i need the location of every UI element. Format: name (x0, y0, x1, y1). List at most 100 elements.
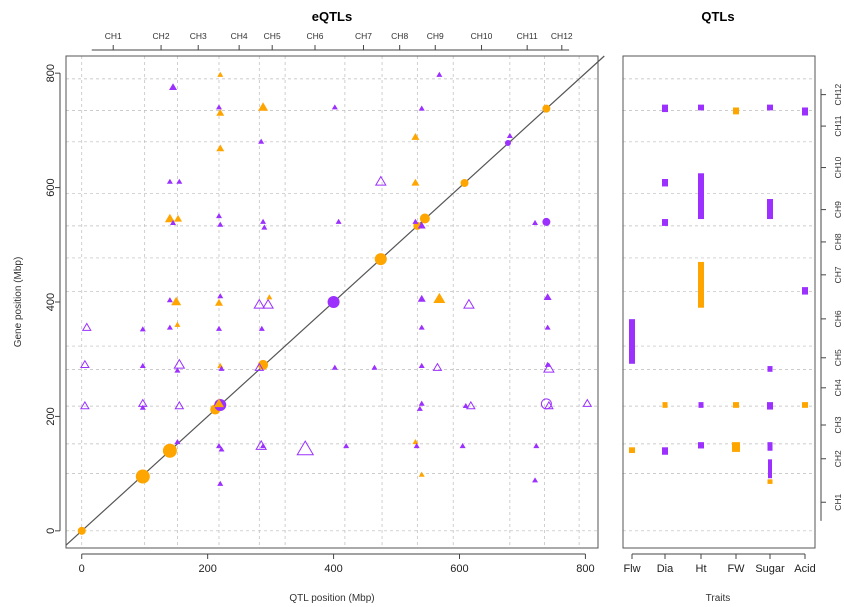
data-point (413, 443, 420, 449)
chromosome-label: CH1 (105, 31, 122, 41)
data-point (543, 293, 552, 301)
data-point (582, 398, 593, 407)
data-point (260, 218, 267, 224)
eqtl-y-label: Gene position (Mbp) (13, 257, 24, 348)
data-point (260, 443, 267, 449)
qtl-segment (768, 459, 772, 479)
x-tick-label: 400 (324, 563, 342, 575)
data-point (418, 400, 425, 406)
qtl-segment (698, 104, 704, 111)
qtl-segment (802, 107, 808, 116)
eqtl-title: eQTLs (312, 9, 352, 24)
data-point (258, 138, 265, 144)
chromosome-label: CH2 (833, 450, 843, 467)
data-point (433, 292, 446, 304)
data-point (459, 443, 466, 449)
data-point (255, 439, 268, 450)
data-point (258, 102, 269, 111)
y-tick-label: 400 (45, 293, 57, 311)
data-point (412, 218, 419, 224)
qtl-segment (802, 402, 808, 408)
data-point (327, 296, 340, 308)
data-point (139, 362, 146, 369)
qtl-bars (629, 104, 808, 484)
qtl-segment (767, 199, 773, 220)
data-point (463, 298, 475, 309)
trait-label: Ht (696, 563, 707, 575)
data-point (218, 365, 225, 371)
data-point (171, 296, 182, 306)
data-point (532, 219, 539, 225)
data-point (80, 359, 90, 369)
chromosome-label: CH8 (391, 31, 408, 41)
trait-label: Flw (623, 563, 640, 575)
qtl-right-axis: CH1 CH2 CH3 CH4 CH5 CH6 CH7 CH8 CH9 CH10 CH11 CH12 (820, 83, 843, 521)
chromosome-label: CH5 (264, 31, 281, 41)
data-point (174, 400, 185, 410)
qtl-panel: QTLs CH1 CH2 CH3 CH4 CH5 CH6 CH7 CH8 CH9 CH10 CH11… (622, 9, 843, 604)
data-point (533, 443, 540, 449)
chromosome-label: CH11 (833, 115, 843, 136)
y-tick-label: 800 (45, 64, 57, 82)
data-point (374, 253, 387, 266)
chromosome-label: CH1 (833, 493, 843, 510)
data-point (261, 224, 268, 230)
data-point (81, 322, 92, 331)
data-point (432, 362, 443, 371)
qtl-title: QTLs (701, 9, 734, 24)
chromosome-label: CH9 (427, 31, 444, 41)
chromosome-label: CH10 (471, 31, 493, 41)
data-point (213, 398, 224, 408)
data-point (418, 362, 425, 369)
data-point (215, 443, 222, 449)
qtl-segment (767, 402, 773, 410)
qtl-segment (662, 104, 668, 113)
data-point (544, 324, 551, 330)
data-point (542, 104, 551, 113)
chromosome-label: CH11 (517, 31, 538, 41)
qtl-segment (629, 319, 635, 364)
chromosome-label: CH4 (833, 379, 843, 396)
data-point (169, 83, 178, 91)
data-point (166, 297, 173, 303)
qtl-segment (802, 287, 808, 295)
data-point (174, 367, 181, 373)
data-point (217, 71, 224, 77)
data-point (217, 293, 224, 299)
data-point (462, 402, 469, 409)
chromosome-label: CH12 (833, 83, 843, 105)
x-tick-label: 600 (450, 563, 468, 575)
data-point (544, 400, 554, 410)
qtl-x-label: Traits (706, 593, 731, 604)
qtl-segment (767, 479, 773, 484)
x-tick-label: 800 (576, 563, 594, 575)
data-point (335, 218, 342, 224)
data-point (166, 178, 173, 184)
data-point (162, 443, 177, 458)
data-point (411, 133, 420, 140)
data-point (371, 364, 378, 370)
data-point (417, 294, 426, 302)
x-tick-label: 200 (198, 563, 216, 575)
chromosome-label: CH5 (833, 349, 843, 366)
qtl-segment (733, 107, 739, 115)
data-point (343, 443, 350, 449)
eqtl-x-label: QTL position (Mbp) (289, 593, 374, 604)
data-point (543, 362, 555, 373)
data-point (465, 400, 476, 410)
eqtl-y-axis: 0 200 400 600 800 (45, 64, 61, 534)
data-point (166, 324, 173, 330)
data-point (419, 213, 430, 224)
eqtl-panel: eQTLs CH1 CH2 CH3 CH4 CH5 CH6 CH7 CH8 CH9 CH10 CH1… (13, 9, 605, 604)
data-point (253, 298, 266, 309)
data-point (174, 214, 183, 222)
data-point (296, 440, 315, 456)
x-tick-label: 0 (79, 563, 85, 575)
data-point (331, 104, 338, 110)
trait-label: Acid (794, 563, 815, 575)
data-point (176, 178, 183, 184)
qtl-plot-frame (622, 55, 816, 549)
trait-label: Sugar (755, 563, 785, 575)
qtl-segment (698, 442, 704, 449)
